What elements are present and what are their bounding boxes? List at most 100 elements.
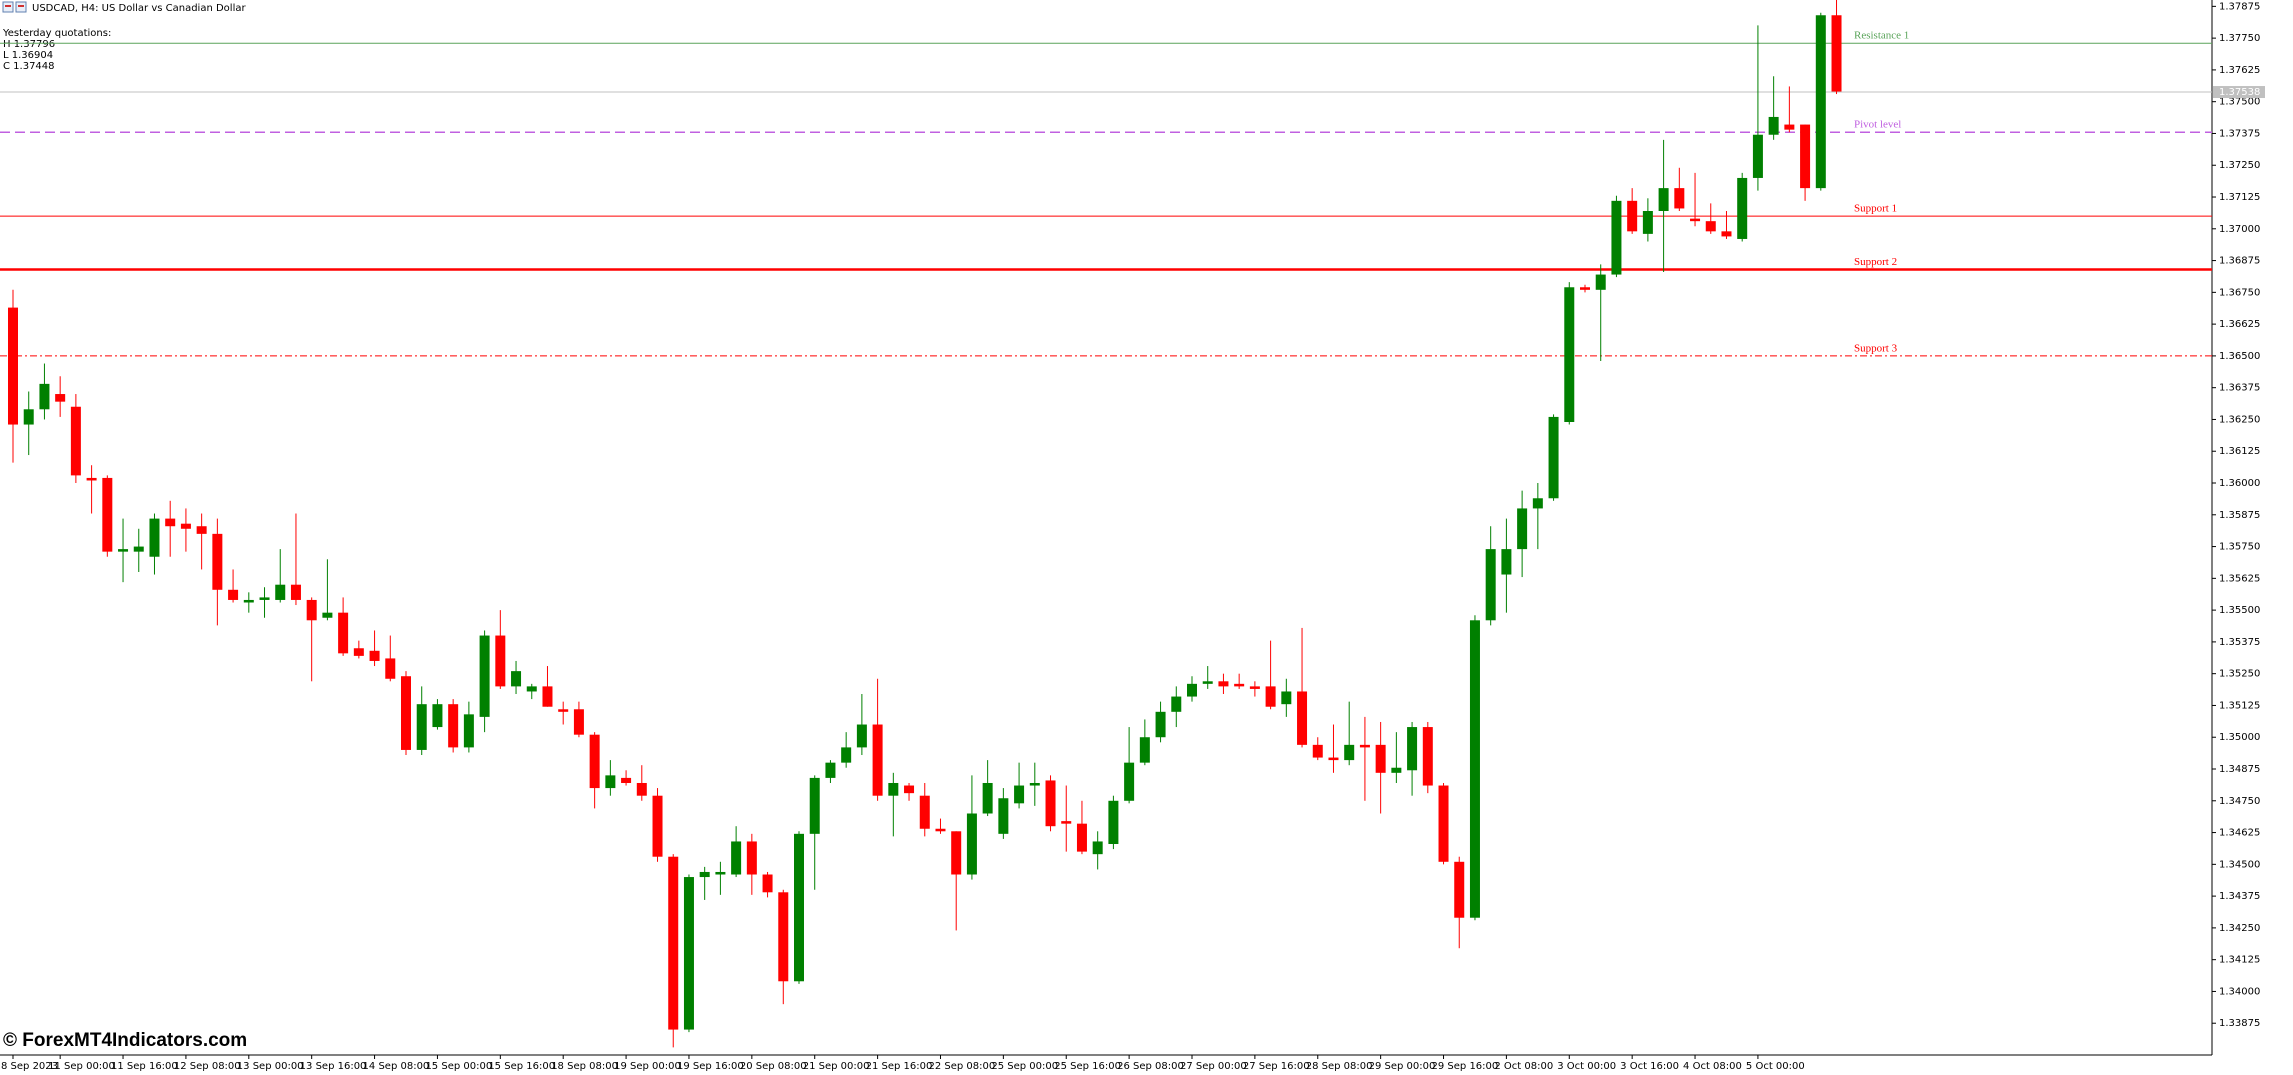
x-tick-label: 21 Sep 00:00 [803,1061,870,1072]
candle-body [542,686,553,707]
candle-body [432,704,443,728]
y-tick-label: 1.35750 [2219,542,2260,553]
level-label: Support 2 [1854,256,1897,268]
candle-body [526,686,537,692]
candle-body [1517,508,1528,550]
candle-body [605,775,616,789]
candle-body [1438,785,1449,862]
candle-body [385,658,396,679]
x-tick-label: 27 Sep 00:00 [1180,1061,1247,1072]
candle-body [1328,757,1339,761]
candle-body [8,307,18,425]
candle-body [259,597,270,600]
info-text: Yesterday quotations: [2,28,111,39]
level-label: Pivot level [1854,119,1901,131]
candle-body [338,612,349,654]
candle-body [966,813,977,875]
info-text: L 1.36904 [3,50,53,61]
candle-body [1234,683,1245,687]
x-tick-label: 29 Sep 16:00 [1432,1061,1499,1072]
x-tick-label: 21 Sep 16:00 [866,1061,933,1072]
y-tick-label: 1.37625 [2219,65,2260,76]
y-tick-label: 1.35125 [2219,700,2260,711]
y-tick-label: 1.37000 [2219,224,2260,235]
x-tick-label: 25 Sep 00:00 [991,1061,1058,1072]
candle-body [589,734,600,789]
x-tick-label: 28 Sep 08:00 [1306,1061,1373,1072]
candle-body [495,635,506,687]
y-tick-label: 1.34000 [2219,986,2260,997]
y-tick-label: 1.35875 [2219,510,2260,521]
candle-body [746,841,757,875]
y-tick-label: 1.34250 [2219,923,2260,934]
y-tick-label: 1.35375 [2219,637,2260,648]
candle-body [683,877,694,1030]
candle-body [212,533,223,590]
y-tick-label: 1.36875 [2219,256,2260,267]
x-tick-label: 27 Sep 16:00 [1243,1061,1310,1072]
x-tick-label: 19 Sep 00:00 [614,1061,681,1072]
candle-body [841,747,852,763]
candle-body [149,518,160,557]
candle-body [1297,691,1308,745]
candle-body [1752,134,1763,178]
candle-body [1422,727,1433,786]
candle-body [1784,124,1795,130]
y-tick-label: 1.34125 [2219,955,2260,966]
chart-title: USDCAD, H4: US Dollar vs Canadian Dollar [32,3,246,14]
last-price-box [2213,86,2265,99]
level-label: Support 3 [1854,342,1898,354]
candle-body [102,477,113,552]
candle-body [290,584,301,600]
y-tick-label: 1.35500 [2219,605,2260,616]
candle-body [1658,188,1669,211]
icon-flag [5,5,11,7]
x-tick-label: 25 Sep 16:00 [1054,1061,1121,1072]
x-tick-label: 13 Sep 00:00 [237,1061,304,1072]
candle-body [1454,861,1465,918]
candle-body [1595,274,1606,290]
candle-body [1469,620,1480,918]
x-tick-label: 22 Sep 08:00 [928,1061,995,1072]
candle-body [23,409,34,425]
watermark: © ForexMT4Indicators.com [3,1030,247,1051]
candle-body [935,828,946,832]
y-tick-label: 1.34750 [2219,796,2260,807]
candle-body [1202,681,1213,684]
x-tick-label: 3 Oct 16:00 [1620,1061,1679,1072]
candle-body [1359,744,1370,748]
y-tick-label: 1.34500 [2219,859,2260,870]
candle-body [479,635,490,717]
candle-body [463,714,474,748]
candle-body [70,406,81,476]
y-tick-label: 1.36000 [2219,478,2260,489]
candle-body [1548,416,1559,499]
candle-body [1391,767,1402,773]
candle-body [39,383,50,410]
y-tick-label: 1.33875 [2219,1018,2260,1029]
candle-body [1171,696,1182,712]
x-tick-label: 15 Sep 16:00 [488,1061,555,1072]
y-tick-label: 1.36625 [2219,319,2260,330]
y-tick-label: 1.36750 [2219,287,2260,298]
candle-body [1721,231,1732,237]
x-tick-label: 11 Sep 00:00 [48,1061,115,1072]
candle-body [1375,744,1386,773]
candle-body [1218,681,1229,687]
candle-body [636,782,647,796]
y-tick-label: 1.37875 [2219,1,2260,12]
x-tick-label: 13 Sep 16:00 [300,1061,367,1072]
candle-body [573,709,584,735]
candle-body [1265,686,1276,707]
candle-body [369,650,380,661]
x-tick-label: 8 Sep 2023 [1,1061,58,1072]
candle-body [165,518,176,527]
candle-body [1249,686,1260,689]
y-tick-label: 1.37250 [2219,160,2260,171]
candle-body [1800,124,1811,189]
candle-body [1564,287,1575,422]
symbol-icons [2,1,27,13]
candle-body [1674,188,1685,209]
y-tick-label: 1.34375 [2219,891,2260,902]
